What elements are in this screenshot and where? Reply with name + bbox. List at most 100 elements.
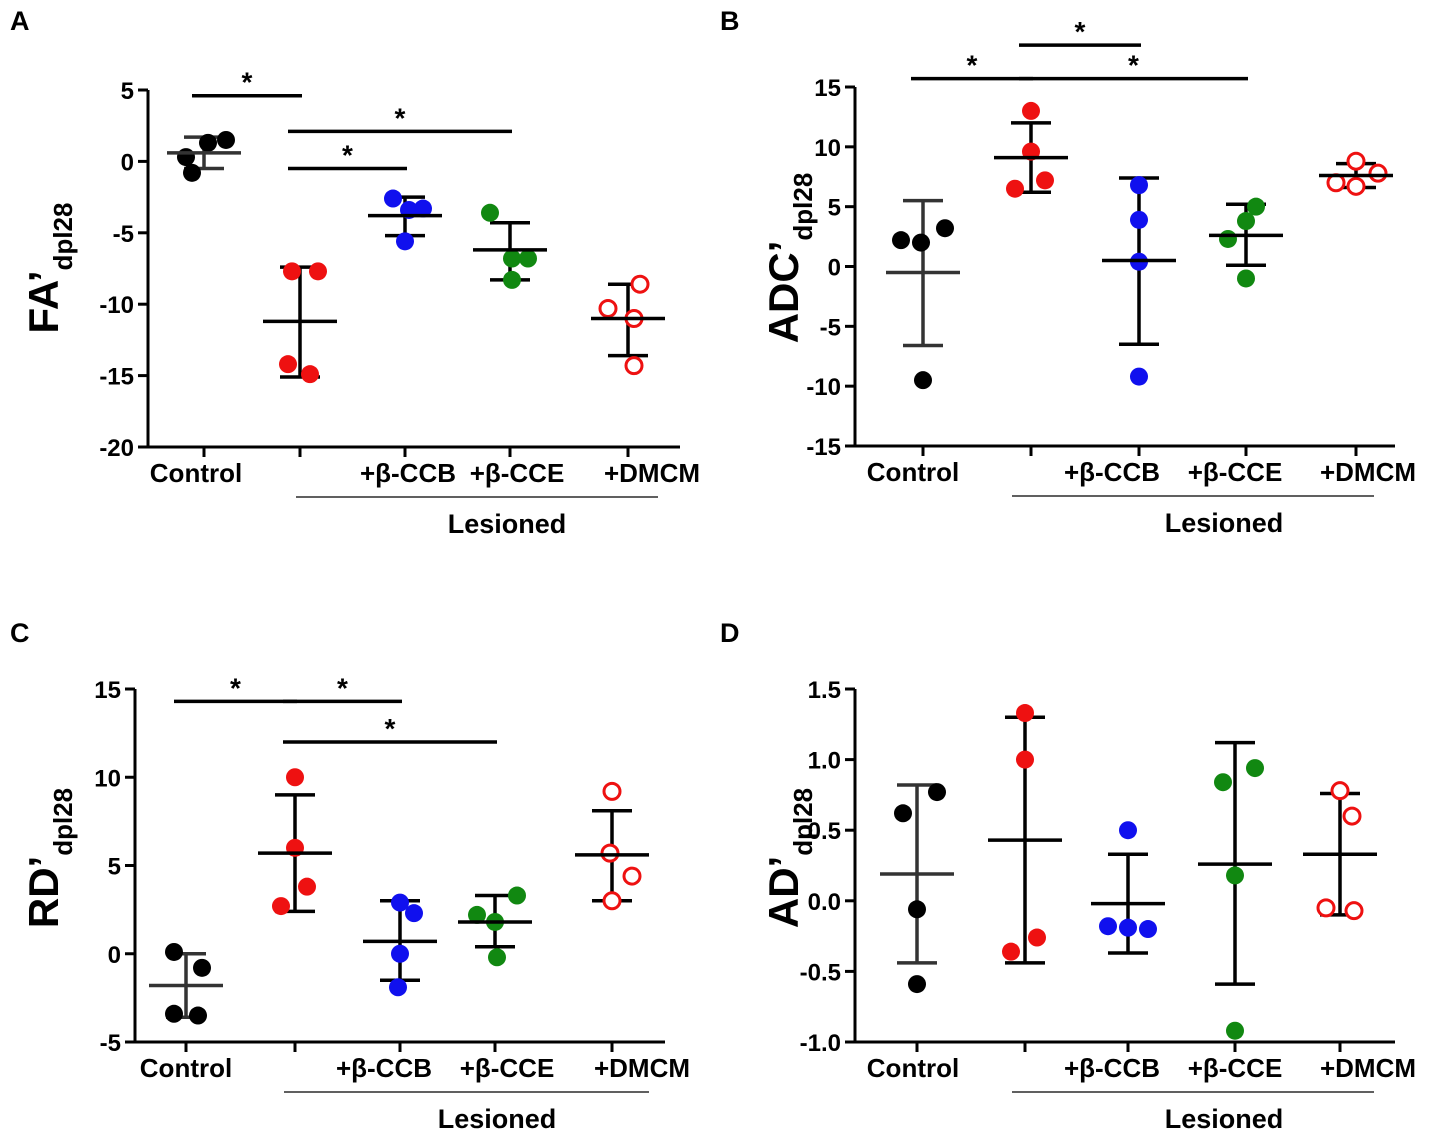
panel-letter: B (720, 6, 740, 36)
y-tick-label: 0 (108, 942, 121, 969)
data-point (1099, 917, 1117, 936)
x-category-label: +β-CCB (1064, 457, 1160, 487)
x-category-label: +β-CCE (460, 1053, 555, 1083)
data-point (602, 781, 622, 801)
data-point (189, 1006, 207, 1025)
x-category-label: +DMCM (1320, 1053, 1416, 1083)
y-tick-label: -5 (100, 1030, 121, 1057)
y-tick-label: 5 (108, 854, 121, 881)
data-point (892, 231, 910, 250)
data-point (1036, 171, 1054, 190)
data-point (1344, 901, 1364, 921)
data-point (1130, 367, 1148, 386)
data-point (1119, 918, 1137, 937)
data-point (389, 978, 407, 997)
y-tick-label: -5 (820, 314, 841, 341)
panel-a: A 5 0 -5 -10 -15 -20 Control +β-CCB +β-CCE +DMCM Le… (10, 6, 700, 539)
x-category-label: Control (150, 458, 242, 488)
data-point (165, 1004, 183, 1023)
data-point (630, 274, 650, 294)
data-point (908, 900, 926, 919)
data-point (298, 877, 316, 896)
panel-c: C 15 10 5 0 -5 Control +β-CCB +β-CCE +DMCM Lesione… (10, 618, 690, 1134)
data-point (1246, 759, 1264, 778)
data-point (936, 219, 954, 238)
x-category-label: +β-CCE (470, 458, 565, 488)
y-tick-label: -10 (806, 374, 841, 401)
series-lesioned (258, 768, 332, 916)
data-point (272, 897, 290, 916)
y-tick-label: 10 (814, 135, 841, 162)
y-axis-label: FA’dpl28 (20, 203, 78, 334)
significance-star: * (395, 102, 406, 133)
series-control (886, 198, 960, 390)
data-point (279, 355, 297, 374)
x-category-label: Control (867, 457, 959, 487)
group-label: Lesioned (448, 509, 567, 539)
y-axis-label-main: AD’ (760, 856, 807, 928)
data-point (908, 975, 926, 994)
data-point (503, 249, 521, 268)
y-tick-label: -15 (99, 364, 134, 391)
data-point (894, 804, 912, 823)
x-category-label: Control (867, 1053, 959, 1083)
series-lesioned (988, 704, 1062, 965)
data-point (1237, 212, 1255, 231)
x-category-label: Control (140, 1053, 232, 1083)
y-tick-label: 5 (828, 195, 841, 222)
series-cce (1198, 740, 1272, 1040)
data-point (414, 199, 432, 218)
series-dmcm (1319, 151, 1393, 196)
panel-b: B 15 10 5 0 -5 -10 -15 Control +β-CCB +β-CCE +DMCM L… (720, 6, 1416, 538)
data-point (488, 948, 506, 967)
data-point (177, 148, 195, 167)
data-point (1119, 821, 1137, 840)
series-cce (1209, 197, 1283, 288)
data-point (217, 130, 235, 149)
significance-star: * (385, 713, 396, 744)
data-point (481, 203, 499, 222)
y-axis-label: ADC’dpl28 (760, 173, 818, 344)
data-point (1316, 898, 1336, 918)
y-axis-label-subscript: dpl28 (788, 173, 818, 241)
y-tick-label: 5 (121, 78, 134, 105)
series-ccb (368, 189, 442, 251)
data-point (1002, 942, 1020, 961)
y-tick-label: 10 (94, 765, 121, 792)
data-point (519, 249, 537, 268)
series-ccb (1102, 176, 1176, 386)
data-point (622, 866, 642, 886)
data-point (468, 905, 486, 924)
data-point (405, 904, 423, 923)
y-tick-label: 1.5 (808, 677, 841, 704)
data-point (1346, 151, 1366, 171)
data-point (391, 944, 409, 963)
significance-star: * (1075, 16, 1086, 47)
group-label: Lesioned (1165, 1104, 1284, 1134)
data-point (600, 843, 620, 863)
data-point (391, 893, 409, 912)
y-axis-label: RD’dpl28 (20, 788, 78, 928)
data-point (1247, 197, 1265, 216)
y-tick-label: -1.0 (800, 1030, 841, 1057)
y-axis-label-main: FA’ (20, 270, 67, 333)
y-axis-label: AD’dpl28 (760, 788, 818, 928)
y-tick-label: 0.0 (808, 889, 841, 916)
data-point (384, 189, 402, 208)
data-point (1028, 928, 1046, 947)
y-axis-label-subscript: dpl28 (48, 203, 78, 271)
series-dmcm (575, 781, 649, 911)
x-category-label: +β-CCB (1064, 1053, 1160, 1083)
panel-letter: C (10, 618, 30, 648)
data-point (1342, 806, 1362, 826)
data-point (1226, 1021, 1244, 1040)
series-ccb (1091, 821, 1165, 955)
data-point (283, 262, 301, 281)
data-point (503, 270, 521, 289)
significance-star: * (230, 672, 241, 703)
data-point (396, 232, 414, 251)
data-point (309, 262, 327, 281)
data-point (1139, 920, 1157, 939)
y-tick-label: 0 (121, 149, 134, 176)
data-point (183, 163, 201, 182)
